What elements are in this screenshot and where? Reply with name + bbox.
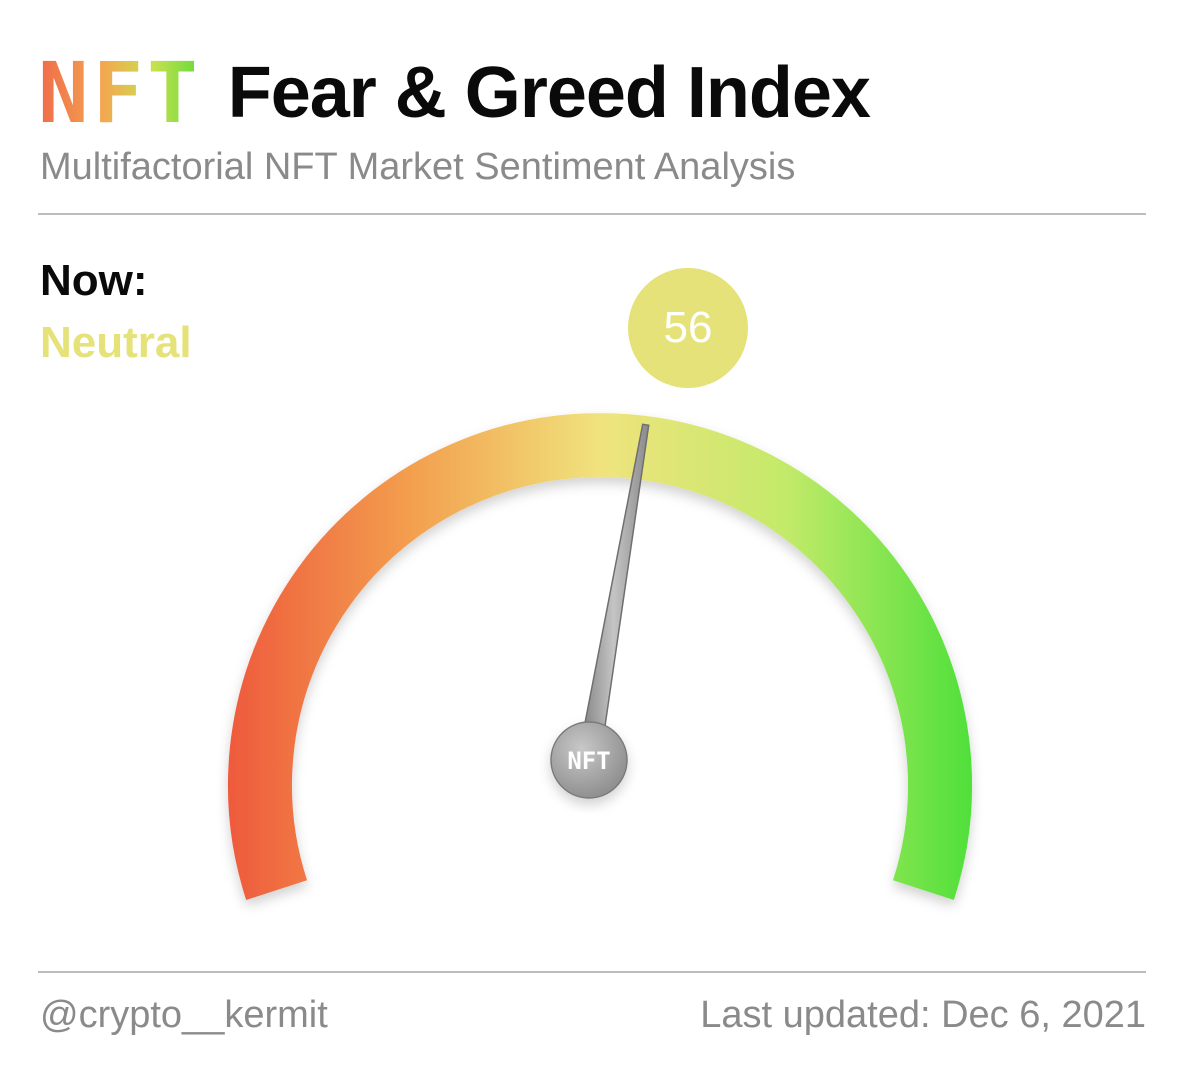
- author-handle: @crypto__kermit: [40, 994, 328, 1036]
- value-label: 56: [663, 303, 713, 352]
- nft-logo: NFT: [38, 44, 202, 142]
- gauge-hub: [550, 721, 628, 799]
- sentiment-state: Neutral: [40, 318, 192, 367]
- gauge-arc: [228, 413, 972, 900]
- now-label: Now:: [40, 256, 148, 305]
- last-updated: Last updated: Dec 6, 2021: [700, 994, 1146, 1036]
- page-title: Fear & Greed Index: [227, 53, 871, 133]
- bottom-divider: [38, 971, 1146, 973]
- page-subtitle: Multifactorial NFT Market Sentiment Anal…: [40, 146, 796, 188]
- top-divider: [38, 213, 1146, 215]
- title-row: NFT Fear & Greed Index: [38, 44, 871, 142]
- value-badge: 56: [628, 268, 748, 388]
- hub-label: NFT: [567, 747, 610, 775]
